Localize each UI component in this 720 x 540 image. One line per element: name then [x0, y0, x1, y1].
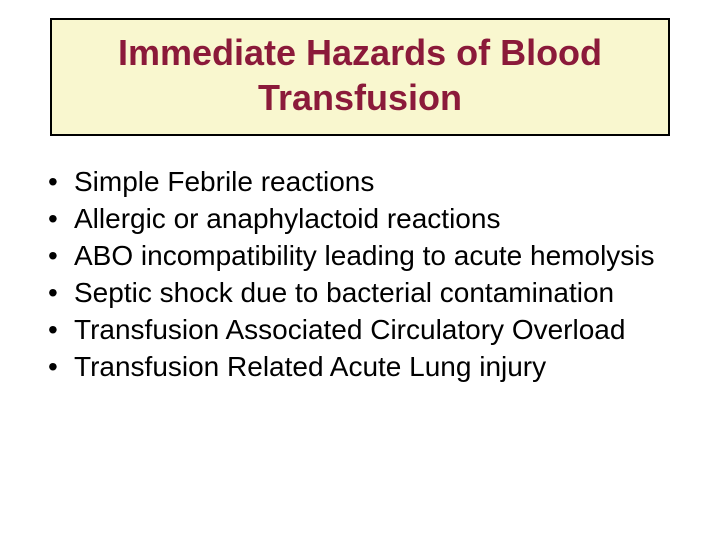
slide-container: Immediate Hazards of Blood Transfusion S…: [0, 0, 720, 540]
list-item: Simple Febrile reactions: [48, 164, 690, 199]
list-item: Transfusion Associated Circulatory Overl…: [48, 312, 690, 347]
list-item: ABO incompatibility leading to acute hem…: [48, 238, 690, 273]
bullet-list: Simple Febrile reactions Allergic or ana…: [30, 164, 690, 384]
list-item: Septic shock due to bacterial contaminat…: [48, 275, 690, 310]
slide-title: Immediate Hazards of Blood Transfusion: [72, 30, 648, 120]
list-item: Transfusion Related Acute Lung injury: [48, 349, 690, 384]
title-box: Immediate Hazards of Blood Transfusion: [50, 18, 670, 136]
list-item: Allergic or anaphylactoid reactions: [48, 201, 690, 236]
